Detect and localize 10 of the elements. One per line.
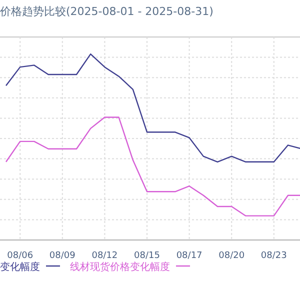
x-tick-label: 08/06 [7, 251, 34, 261]
x-tick-label: 08/23 [260, 251, 287, 261]
x-tick-label: 08/17 [176, 251, 202, 261]
legend-label: 线材现货价格变化幅度 [70, 261, 170, 273]
legend-label: 变化幅度 [0, 261, 40, 273]
x-tick-label: 08/12 [92, 251, 118, 261]
x-tick-label: 08/15 [134, 251, 160, 261]
x-tick-label: 08/20 [218, 251, 245, 261]
chart-title: 价格趋势比较(2025-08-01 - 2025-08-31) [0, 5, 214, 18]
x-tick-label: 08/09 [49, 251, 76, 261]
